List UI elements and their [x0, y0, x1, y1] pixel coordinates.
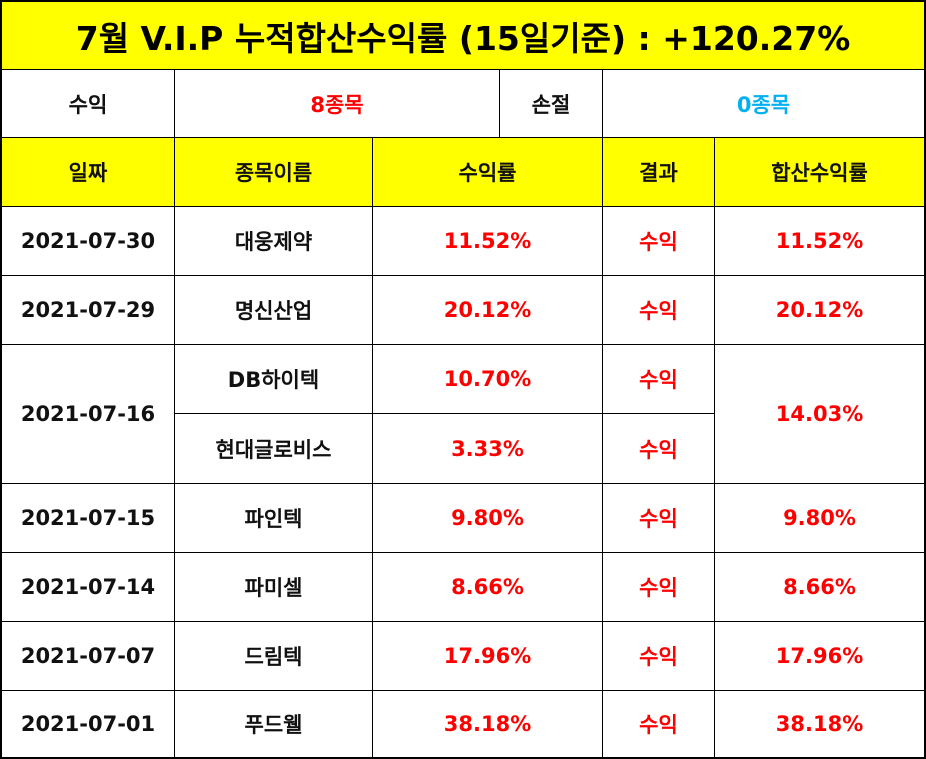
row-result: 수익: [602, 413, 715, 484]
row-result: 수익: [602, 275, 715, 345]
row-stock-name: 파미셀: [174, 552, 373, 622]
row-total-return: 17.96%: [714, 621, 925, 691]
row-stock-name: 명신산업: [174, 275, 373, 345]
row-return-rate: 3.33%: [372, 413, 603, 484]
row-stock-name: 파인텍: [174, 483, 373, 553]
row-date: 2021-07-01: [1, 690, 175, 758]
profit-count: 8종목: [174, 69, 500, 138]
row-result: 수익: [602, 552, 715, 622]
row-return-rate: 10.70%: [372, 344, 603, 414]
row-date: 2021-07-16: [1, 344, 175, 484]
row-return-rate: 11.52%: [372, 206, 603, 276]
row-stock-name: 푸드웰: [174, 690, 373, 758]
loss-count: 0종목: [602, 69, 925, 138]
row-stock-name: DB하이텍: [174, 344, 373, 414]
row-total-return: 38.18%: [714, 690, 925, 758]
table-title: 7월 V.I.P 누적합산수익률 (15일기준) : +120.27%: [1, 1, 925, 70]
row-total-return: 14.03%: [714, 344, 925, 484]
row-return-rate: 20.12%: [372, 275, 603, 345]
row-return-rate: 9.80%: [372, 483, 603, 553]
row-total-return: 9.80%: [714, 483, 925, 553]
row-date: 2021-07-29: [1, 275, 175, 345]
row-total-return: 11.52%: [714, 206, 925, 276]
row-result: 수익: [602, 621, 715, 691]
row-result: 수익: [602, 483, 715, 553]
row-total-return: 20.12%: [714, 275, 925, 345]
row-stock-name: 현대글로비스: [174, 413, 373, 484]
row-result: 수익: [602, 344, 715, 414]
row-stock-name: 드림텍: [174, 621, 373, 691]
header-result: 결과: [602, 137, 715, 207]
row-return-rate: 8.66%: [372, 552, 603, 622]
row-stock-name: 대웅제약: [174, 206, 373, 276]
header-total-return: 합산수익률: [714, 137, 925, 207]
row-date: 2021-07-07: [1, 621, 175, 691]
row-result: 수익: [602, 690, 715, 758]
header-return-rate: 수익률: [372, 137, 603, 207]
row-date: 2021-07-14: [1, 552, 175, 622]
loss-label: 손절: [499, 69, 603, 138]
row-return-rate: 17.96%: [372, 621, 603, 691]
header-stock-name: 종목이름: [174, 137, 373, 207]
row-result: 수익: [602, 206, 715, 276]
row-return-rate: 38.18%: [372, 690, 603, 758]
row-date: 2021-07-15: [1, 483, 175, 553]
header-date: 일짜: [1, 137, 175, 207]
profit-label: 수익: [1, 69, 175, 138]
row-total-return: 8.66%: [714, 552, 925, 622]
row-date: 2021-07-30: [1, 206, 175, 276]
